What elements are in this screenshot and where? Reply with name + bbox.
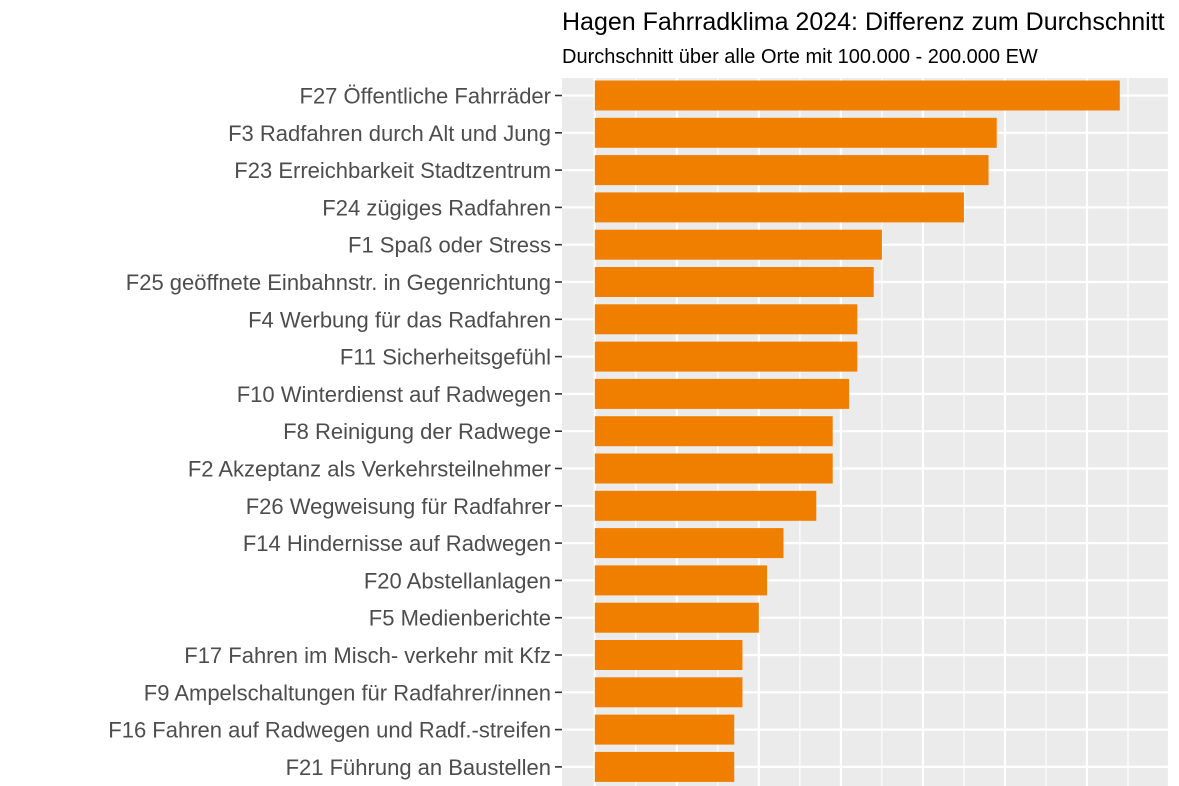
bar bbox=[594, 640, 743, 670]
category-label: F21 Führung an Baustellen bbox=[286, 755, 551, 780]
bar bbox=[594, 80, 1120, 111]
bar bbox=[594, 677, 743, 708]
category-label: F3 Radfahren durch Alt und Jung bbox=[228, 121, 551, 146]
category-label: F1 Spaß oder Stress bbox=[348, 233, 551, 258]
bar bbox=[594, 267, 874, 297]
category-label: F25 geöffnete Einbahnstr. in Gegenrichtu… bbox=[126, 270, 551, 295]
bar bbox=[594, 155, 989, 186]
bars-group bbox=[594, 80, 1120, 782]
bar bbox=[594, 192, 964, 223]
category-label: F26 Wegweisung für Radfahrer bbox=[246, 494, 551, 519]
bar bbox=[594, 714, 735, 745]
bar bbox=[594, 565, 768, 596]
bar bbox=[594, 751, 735, 782]
bar bbox=[594, 602, 759, 633]
category-label: F11 Sicherheitsgefühl bbox=[340, 345, 551, 370]
category-label: F23 Erreichbarkeit Stadtzentrum bbox=[234, 158, 551, 183]
category-labels-group: F27 Öffentliche Fahrräder F3 Radfahren du… bbox=[108, 84, 551, 780]
category-label: F8 Reinigung der Radwege bbox=[283, 419, 551, 444]
bar bbox=[594, 528, 784, 559]
category-label: F2 Akzeptanz als Verkehrsteilnehmer bbox=[188, 457, 551, 482]
bar bbox=[594, 378, 850, 409]
category-label: F24 zügiges Radfahren bbox=[322, 195, 551, 220]
bar bbox=[594, 229, 882, 260]
bar bbox=[594, 453, 833, 484]
category-label: F20 Abstellanlagen bbox=[364, 568, 551, 593]
bar bbox=[594, 416, 833, 447]
category-label: F27 Öffentliche Fahrräder bbox=[300, 84, 552, 109]
bar bbox=[594, 304, 858, 335]
chart-title: Hagen Fahrradklima 2024: Differenz zum D… bbox=[562, 8, 1165, 36]
bar bbox=[594, 117, 997, 148]
category-label: F14 Hindernisse auf Radwegen bbox=[243, 531, 551, 556]
bar bbox=[594, 341, 858, 372]
category-label: F4 Werbung für das Radfahren bbox=[248, 307, 551, 332]
category-label: F10 Winterdienst auf Radwegen bbox=[237, 382, 551, 407]
category-label: F5 Medienberichte bbox=[369, 606, 551, 631]
category-label: F9 Ampelschaltungen für Radfahrer/innen bbox=[144, 680, 551, 705]
category-label: F17 Fahren im Misch- verkehr mit Kfz bbox=[184, 643, 551, 668]
category-label: F16 Fahren auf Radwegen und Radf.-streif… bbox=[108, 718, 551, 743]
chart-subtitle: Durchschnitt über alle Orte mit 100.000 … bbox=[562, 46, 1038, 68]
bar bbox=[594, 490, 817, 521]
y-axis-ticks-group bbox=[555, 94, 562, 768]
